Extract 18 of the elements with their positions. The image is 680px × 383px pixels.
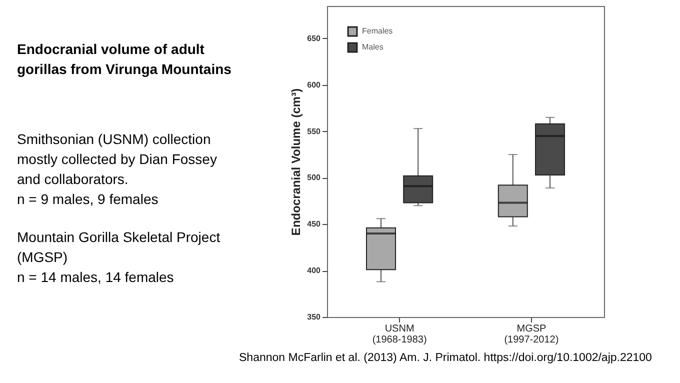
y-tick-label: 450 — [307, 220, 322, 229]
text: n = 9 males, 9 females — [17, 191, 158, 207]
x-tick-label: USNM (1968-1983) — [372, 324, 427, 346]
y-axis-title: Endocranial Volume (cm³) — [289, 88, 304, 236]
y-tick-label: 500 — [307, 173, 322, 182]
text: n = 14 males, 14 females — [17, 269, 174, 285]
text: Mountain Gorilla Skeletal Project (MGSP) — [17, 229, 220, 265]
legend-label: Males — [362, 42, 384, 52]
y-tick-label: 400 — [307, 266, 322, 276]
y-tick-label: 550 — [307, 126, 322, 136]
legend-label: Females — [362, 26, 393, 36]
x-tick-label: MGSP (1997-2012) — [504, 324, 559, 346]
y-tick-label: 350 — [307, 312, 322, 322]
y-tick-label: 650 — [307, 34, 322, 43]
text: Smithsonian (USNM) collection mostly collected by Dian Fossey and collaborators. — [17, 131, 217, 187]
y-tick-label: 600 — [307, 80, 322, 90]
text: Endocranial volume of adult gorillas from Virunga Mountains — [17, 41, 232, 77]
text: Shannon McFarlin et al. (2013) Am. J. Primatol. https://doi.org/10.1002/ajp.22100 — [239, 352, 652, 364]
